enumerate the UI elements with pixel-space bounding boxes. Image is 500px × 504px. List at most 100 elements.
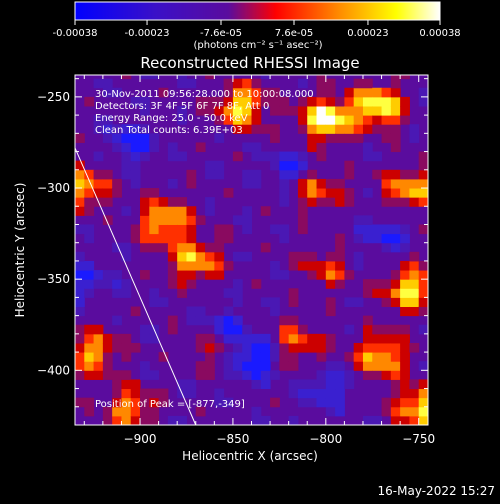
heatmap-cell: [149, 224, 160, 235]
heatmap-cell: [270, 105, 280, 116]
heatmap-cell: [121, 342, 132, 353]
heatmap-cell: [316, 115, 327, 125]
heatmap-cell: [130, 178, 141, 189]
heatmap-cell: [121, 352, 132, 362]
heatmap-cell: [260, 297, 271, 308]
heatmap-cell: [390, 96, 401, 107]
colorbar-tick-label: 0.00023: [347, 28, 388, 39]
heatmap-cell: [140, 333, 150, 344]
heatmap-cell: [307, 197, 318, 207]
heatmap-cell: [372, 370, 383, 380]
heatmap-cell: [186, 206, 197, 216]
heatmap-cell: [205, 251, 215, 262]
heatmap-cell: [279, 315, 290, 326]
heatmap-cell: [121, 333, 132, 344]
heatmap-cell: [260, 87, 271, 98]
heatmap-cell: [130, 151, 141, 162]
heatmap-cell: [325, 124, 336, 134]
heatmap-cell: [288, 151, 299, 162]
heatmap-cell: [325, 115, 336, 125]
heatmap-cell: [279, 352, 290, 362]
heatmap-cell: [418, 260, 428, 271]
heatmap-cell: [102, 188, 113, 198]
heatmap-cell: [140, 133, 150, 143]
heatmap-cell: [418, 306, 428, 317]
heatmap-cell: [362, 288, 373, 298]
heatmap-cell: [418, 224, 428, 235]
heatmap-cell: [344, 352, 355, 362]
heatmap-cell: [232, 78, 243, 89]
heatmap-cell: [400, 270, 410, 280]
heatmap-cell: [362, 415, 373, 425]
heatmap-cell: [121, 75, 132, 80]
heatmap-cell: [335, 105, 345, 116]
heatmap-cell: [381, 87, 392, 98]
heatmap-cell: [140, 105, 150, 116]
heatmap-cell: [121, 206, 132, 216]
heatmap-cell: [112, 388, 122, 399]
heatmap-cell: [167, 151, 178, 162]
heatmap-cell: [242, 224, 252, 235]
heatmap-cell: [177, 151, 187, 162]
heatmap-cell: [260, 151, 271, 162]
heatmap-cell: [167, 270, 178, 280]
heatmap-cell: [297, 342, 308, 353]
heatmap-cell: [390, 361, 401, 371]
heatmap-cell: [93, 352, 104, 362]
heatmap-cell: [214, 133, 225, 143]
heatmap-cell: [242, 251, 252, 262]
heatmap-cell: [195, 215, 206, 225]
heatmap-cell: [75, 342, 85, 353]
heatmap-cell: [112, 87, 122, 98]
heatmap-cell: [167, 215, 178, 225]
heatmap-cell: [158, 233, 169, 244]
heatmap-cell: [344, 96, 355, 107]
heatmap-cell: [390, 324, 401, 335]
heatmap-cell: [381, 297, 392, 308]
heatmap-cell: [381, 178, 392, 189]
heatmap-cell: [130, 169, 141, 180]
heatmap-cell: [381, 361, 392, 371]
heatmap-cell: [400, 415, 410, 425]
heatmap-cell: [307, 270, 318, 280]
heatmap-cell: [409, 260, 420, 271]
heatmap-cell: [242, 87, 252, 98]
heatmap-cell: [270, 124, 280, 134]
heatmap-cell: [390, 87, 401, 98]
heatmap-cell: [335, 96, 345, 107]
heatmap-cell: [121, 124, 132, 134]
heatmap-cell: [400, 333, 410, 344]
heatmap-cell: [149, 415, 160, 425]
heatmap-cell: [75, 224, 85, 235]
heatmap-cell: [307, 251, 318, 262]
heatmap-cell: [121, 415, 132, 425]
heatmap-cell: [372, 324, 383, 335]
heatmap-cell: [232, 151, 243, 162]
heatmap-cell: [158, 388, 169, 399]
heatmap-cell: [186, 306, 197, 317]
heatmap-cell: [390, 105, 401, 116]
heatmap-cell: [232, 279, 243, 289]
heatmap-cell: [344, 379, 355, 390]
heatmap-cell: [130, 224, 141, 235]
heatmap-cell: [279, 96, 290, 107]
heatmap-cell: [390, 342, 401, 353]
heatmap-cell: [335, 233, 345, 244]
heatmap-cell: [279, 169, 290, 180]
heatmap-cell: [195, 270, 206, 280]
heatmap-cell: [186, 315, 197, 326]
heatmap-cell: [381, 197, 392, 207]
heatmap-cell: [335, 397, 345, 408]
heatmap-cell: [140, 206, 150, 216]
heatmap-cell: [214, 270, 225, 280]
heatmap-cell: [84, 96, 95, 107]
heatmap-cell: [362, 215, 373, 225]
heatmap-cell: [232, 215, 243, 225]
heatmap-cell: [390, 297, 401, 308]
heatmap-cell: [288, 315, 299, 326]
heatmap-cell: [149, 215, 160, 225]
heatmap-cell: [75, 361, 85, 371]
heatmap-cell: [381, 370, 392, 380]
heatmap-cell: [270, 260, 280, 271]
heatmap-cell: [251, 124, 262, 134]
